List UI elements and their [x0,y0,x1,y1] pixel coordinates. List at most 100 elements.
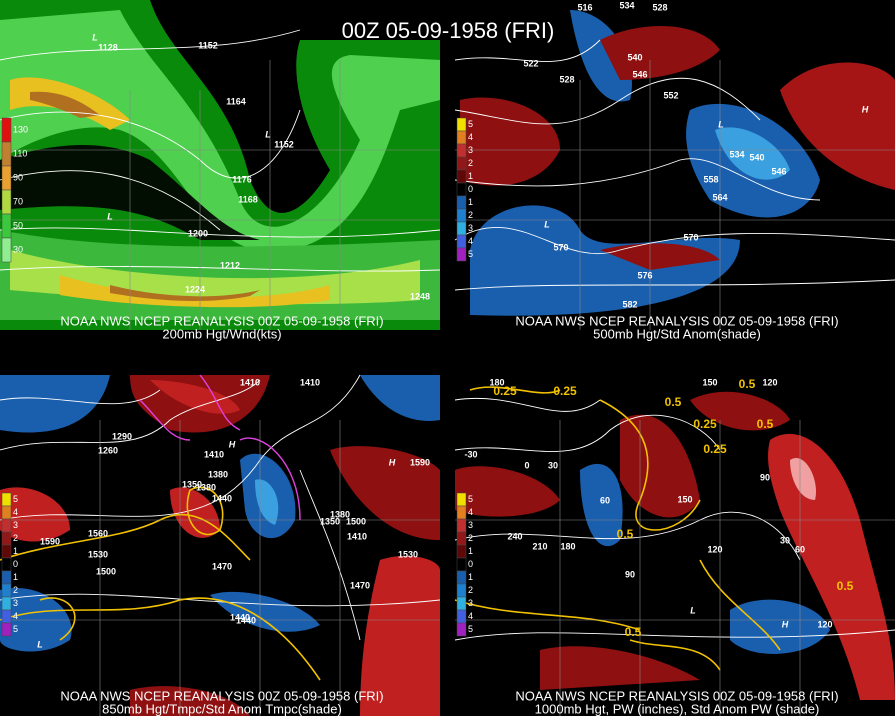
contour-label: 540 [749,152,764,162]
legend-swatch [1,141,12,167]
contour-label: 1500 [96,566,116,576]
main-title: 00Z 05-09-1958 (FRI) [342,18,555,43]
legend-swatch [1,557,12,572]
contour-label: 1350 [182,479,202,489]
contour-label: L [37,639,43,649]
contour-label: 1440 [236,615,256,625]
contour-label: 1530 [398,549,418,559]
legend-swatch [456,234,467,249]
contour-label: 1176 [232,174,252,184]
contour-label: 1440 [212,493,232,503]
legend-swatch [1,544,12,559]
legend-label: 5 [468,494,473,504]
contour-label: 570 [553,242,568,252]
contour-label: 0.25 [703,442,727,456]
legend-swatch [456,156,467,171]
contour-label: 1260 [98,445,118,455]
legend-label: 4 [468,507,473,517]
legend-label: 4 [468,132,473,142]
panel-850mb [0,374,441,716]
legend-swatch [1,492,12,507]
legend-swatch [1,505,12,520]
legend-swatch [456,492,467,507]
legend-swatch [456,544,467,559]
contour-label: 576 [637,270,652,280]
contour-label: 1152 [274,139,294,149]
legend-label: 2 [13,585,18,595]
legend-swatch [1,213,12,239]
legend-swatch [456,117,467,132]
contour-label: 1168 [238,194,258,204]
legend-label: 2 [468,533,473,543]
legend-label: 1 [468,572,473,582]
contour-label: 90 [760,472,770,482]
contour-label: 534 [729,149,744,159]
legend-label: 3 [468,598,473,608]
legend-label: 3 [13,520,18,530]
contour-label: 120 [762,377,777,387]
contour-label: 150 [702,377,717,387]
contour-label: L [265,129,271,139]
contour-label: 60 [600,495,610,505]
contour-label: 1380 [330,509,350,519]
legend-label: 5 [468,624,473,634]
legend-label: 3 [468,520,473,530]
contour-label: L [544,219,550,229]
panel-caption: NOAA NWS NCEP REANALYSIS 00Z 05-09-1958 … [60,688,383,703]
legend-label: 30 [13,244,23,254]
contour-label: 1200 [188,228,208,238]
legend-swatch [456,531,467,546]
legend-swatch [456,557,467,572]
contour-label: 1152 [198,40,218,50]
contour-label: 1410 [347,531,367,541]
legend-label: 90 [13,172,23,182]
contour-label: 1164 [226,96,246,106]
contour-label: 150 [677,494,692,504]
legend-swatch [456,609,467,624]
legend-swatch [1,237,12,263]
contour-label: 546 [771,166,786,176]
legend-swatch [456,622,467,637]
contour-label: L [92,32,98,42]
contour-label: 30 [548,460,558,470]
contour-label: 1410 [204,449,224,459]
contour-label: 0.25 [553,384,577,398]
legend-label: 70 [13,196,23,206]
contour-label: 1530 [88,549,108,559]
panel-subtitle: 500mb Hgt/Std Anom(shade) [593,326,761,341]
panel-caption: NOAA NWS NCEP REANALYSIS 00Z 05-09-1958 … [60,313,383,328]
contour-label: H [862,104,869,114]
legend-swatch [456,570,467,585]
contour-label: 1248 [410,291,430,301]
contour-label: 516 [577,2,592,12]
contour-label: 240 [507,531,522,541]
legend-label: 5 [13,624,18,634]
contour-label: 1380 [196,482,216,492]
legend-swatch [1,570,12,585]
panel-subtitle: 200mb Hgt/Wnd(kts) [162,326,281,341]
contour-label: 582 [622,299,637,309]
contour-label: 1410 [240,377,260,387]
legend-swatch [1,622,12,637]
legend-label: 110 [13,148,27,158]
legend-label: 5 [13,494,18,504]
legend-label: 1 [13,546,18,556]
legend-label: 2 [468,158,473,168]
panel-1000mb [454,386,895,716]
legend-swatch [1,165,12,191]
contour-label: 1560 [88,528,108,538]
legend-swatch [456,130,467,145]
contour-label: 180 [560,541,575,551]
panel-200mb [0,0,441,330]
contour-label: 180 [489,377,504,387]
contour-label: 534 [619,0,634,10]
contour-label: 120 [707,544,722,554]
contour-label: 0.5 [757,417,774,431]
legend-label: 4 [13,611,18,621]
legend-swatch [456,247,467,262]
contour-label: 564 [712,192,727,202]
contour-label: 30 [780,535,790,545]
contour-label: 1590 [410,457,430,467]
contour-label: 1470 [350,580,370,590]
legend-swatch [456,195,467,210]
